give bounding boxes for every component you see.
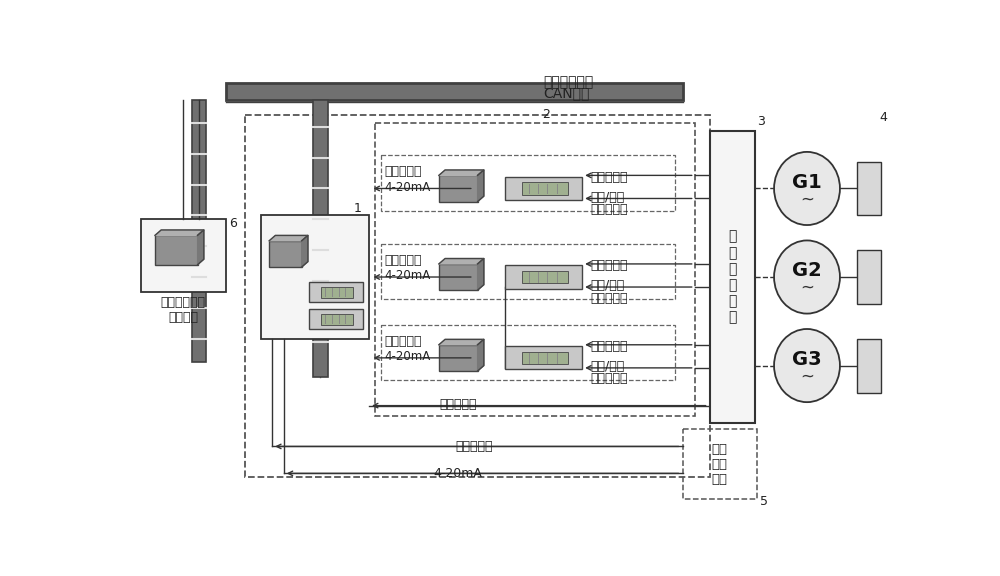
- Bar: [857, 161, 881, 215]
- Bar: [321, 314, 353, 325]
- Bar: [313, 100, 328, 377]
- Bar: [857, 250, 881, 304]
- Text: 4-20mA: 4-20mA: [385, 350, 431, 363]
- Text: 4-20mA: 4-20mA: [385, 181, 431, 194]
- Bar: [683, 430, 757, 499]
- Bar: [857, 339, 881, 392]
- Bar: [522, 271, 568, 283]
- Text: 功率、电流: 功率、电流: [385, 254, 422, 267]
- Polygon shape: [478, 259, 484, 290]
- Text: 功率、电流: 功率、电流: [385, 165, 422, 179]
- Text: 6: 6: [230, 217, 238, 230]
- Text: 4-20mA: 4-20mA: [385, 270, 431, 282]
- Text: 2: 2: [542, 108, 550, 122]
- Text: 电压/电流: 电压/电流: [590, 279, 624, 293]
- Bar: [381, 325, 675, 380]
- Text: 功率、电流: 功率、电流: [385, 335, 422, 348]
- Text: 4: 4: [879, 112, 887, 124]
- Bar: [710, 131, 755, 423]
- Bar: [261, 215, 369, 339]
- Text: G1: G1: [792, 173, 822, 192]
- Text: 开关里输入: 开关里输入: [590, 340, 628, 353]
- Text: ~: ~: [800, 279, 814, 297]
- Text: CAN网络: CAN网络: [544, 86, 590, 100]
- Bar: [226, 83, 683, 100]
- Polygon shape: [478, 170, 484, 202]
- Text: 电压/电流: 电压/电流: [590, 191, 624, 204]
- Polygon shape: [269, 236, 308, 241]
- Text: 开关里输入: 开关里输入: [590, 170, 628, 184]
- Bar: [522, 351, 568, 364]
- Text: 4-20mA: 4-20mA: [434, 467, 483, 480]
- Bar: [522, 182, 568, 195]
- Text: 能量管理系统
主控制器: 能量管理系统 主控制器: [161, 296, 206, 324]
- Polygon shape: [198, 230, 204, 264]
- Ellipse shape: [774, 152, 840, 225]
- Bar: [439, 345, 478, 371]
- Bar: [309, 309, 363, 329]
- Bar: [155, 236, 198, 264]
- Bar: [381, 244, 675, 300]
- Bar: [192, 100, 206, 362]
- Text: 开关里输出: 开关里输出: [455, 440, 492, 453]
- Bar: [381, 156, 675, 211]
- Text: 外
部
主
配
电
板: 外 部 主 配 电 板: [728, 229, 737, 324]
- Polygon shape: [439, 339, 484, 345]
- Text: 1: 1: [354, 202, 362, 215]
- Text: 模拟里输入: 模拟里输入: [590, 203, 628, 216]
- Text: ~: ~: [800, 367, 814, 385]
- Polygon shape: [478, 339, 484, 371]
- Text: G2: G2: [792, 262, 822, 281]
- Text: 模拟里输入: 模拟里输入: [590, 373, 628, 385]
- Polygon shape: [155, 230, 204, 236]
- Bar: [439, 264, 478, 290]
- Ellipse shape: [774, 329, 840, 402]
- Polygon shape: [439, 259, 484, 264]
- Bar: [505, 346, 582, 369]
- Bar: [245, 115, 710, 478]
- Text: 开关里输入: 开关里输入: [440, 398, 477, 411]
- Text: 5: 5: [760, 495, 768, 508]
- Bar: [505, 177, 582, 200]
- Text: 电压/电流: 电压/电流: [590, 360, 624, 373]
- Text: 能量管理系统: 能量管理系统: [544, 75, 594, 89]
- Bar: [321, 287, 353, 298]
- Bar: [439, 175, 478, 202]
- Bar: [375, 123, 695, 416]
- Polygon shape: [439, 170, 484, 175]
- Text: ~: ~: [800, 190, 814, 209]
- Text: 外部
推进
系统: 外部 推进 系统: [712, 442, 728, 486]
- Text: 模拟里输入: 模拟里输入: [590, 291, 628, 305]
- Ellipse shape: [774, 240, 840, 313]
- Text: 开关里输入: 开关里输入: [590, 259, 628, 272]
- Bar: [269, 241, 302, 267]
- Text: 3: 3: [757, 115, 765, 128]
- Polygon shape: [302, 236, 308, 267]
- Bar: [309, 282, 363, 302]
- Bar: [140, 219, 226, 293]
- Bar: [505, 266, 582, 289]
- Text: G3: G3: [792, 350, 822, 369]
